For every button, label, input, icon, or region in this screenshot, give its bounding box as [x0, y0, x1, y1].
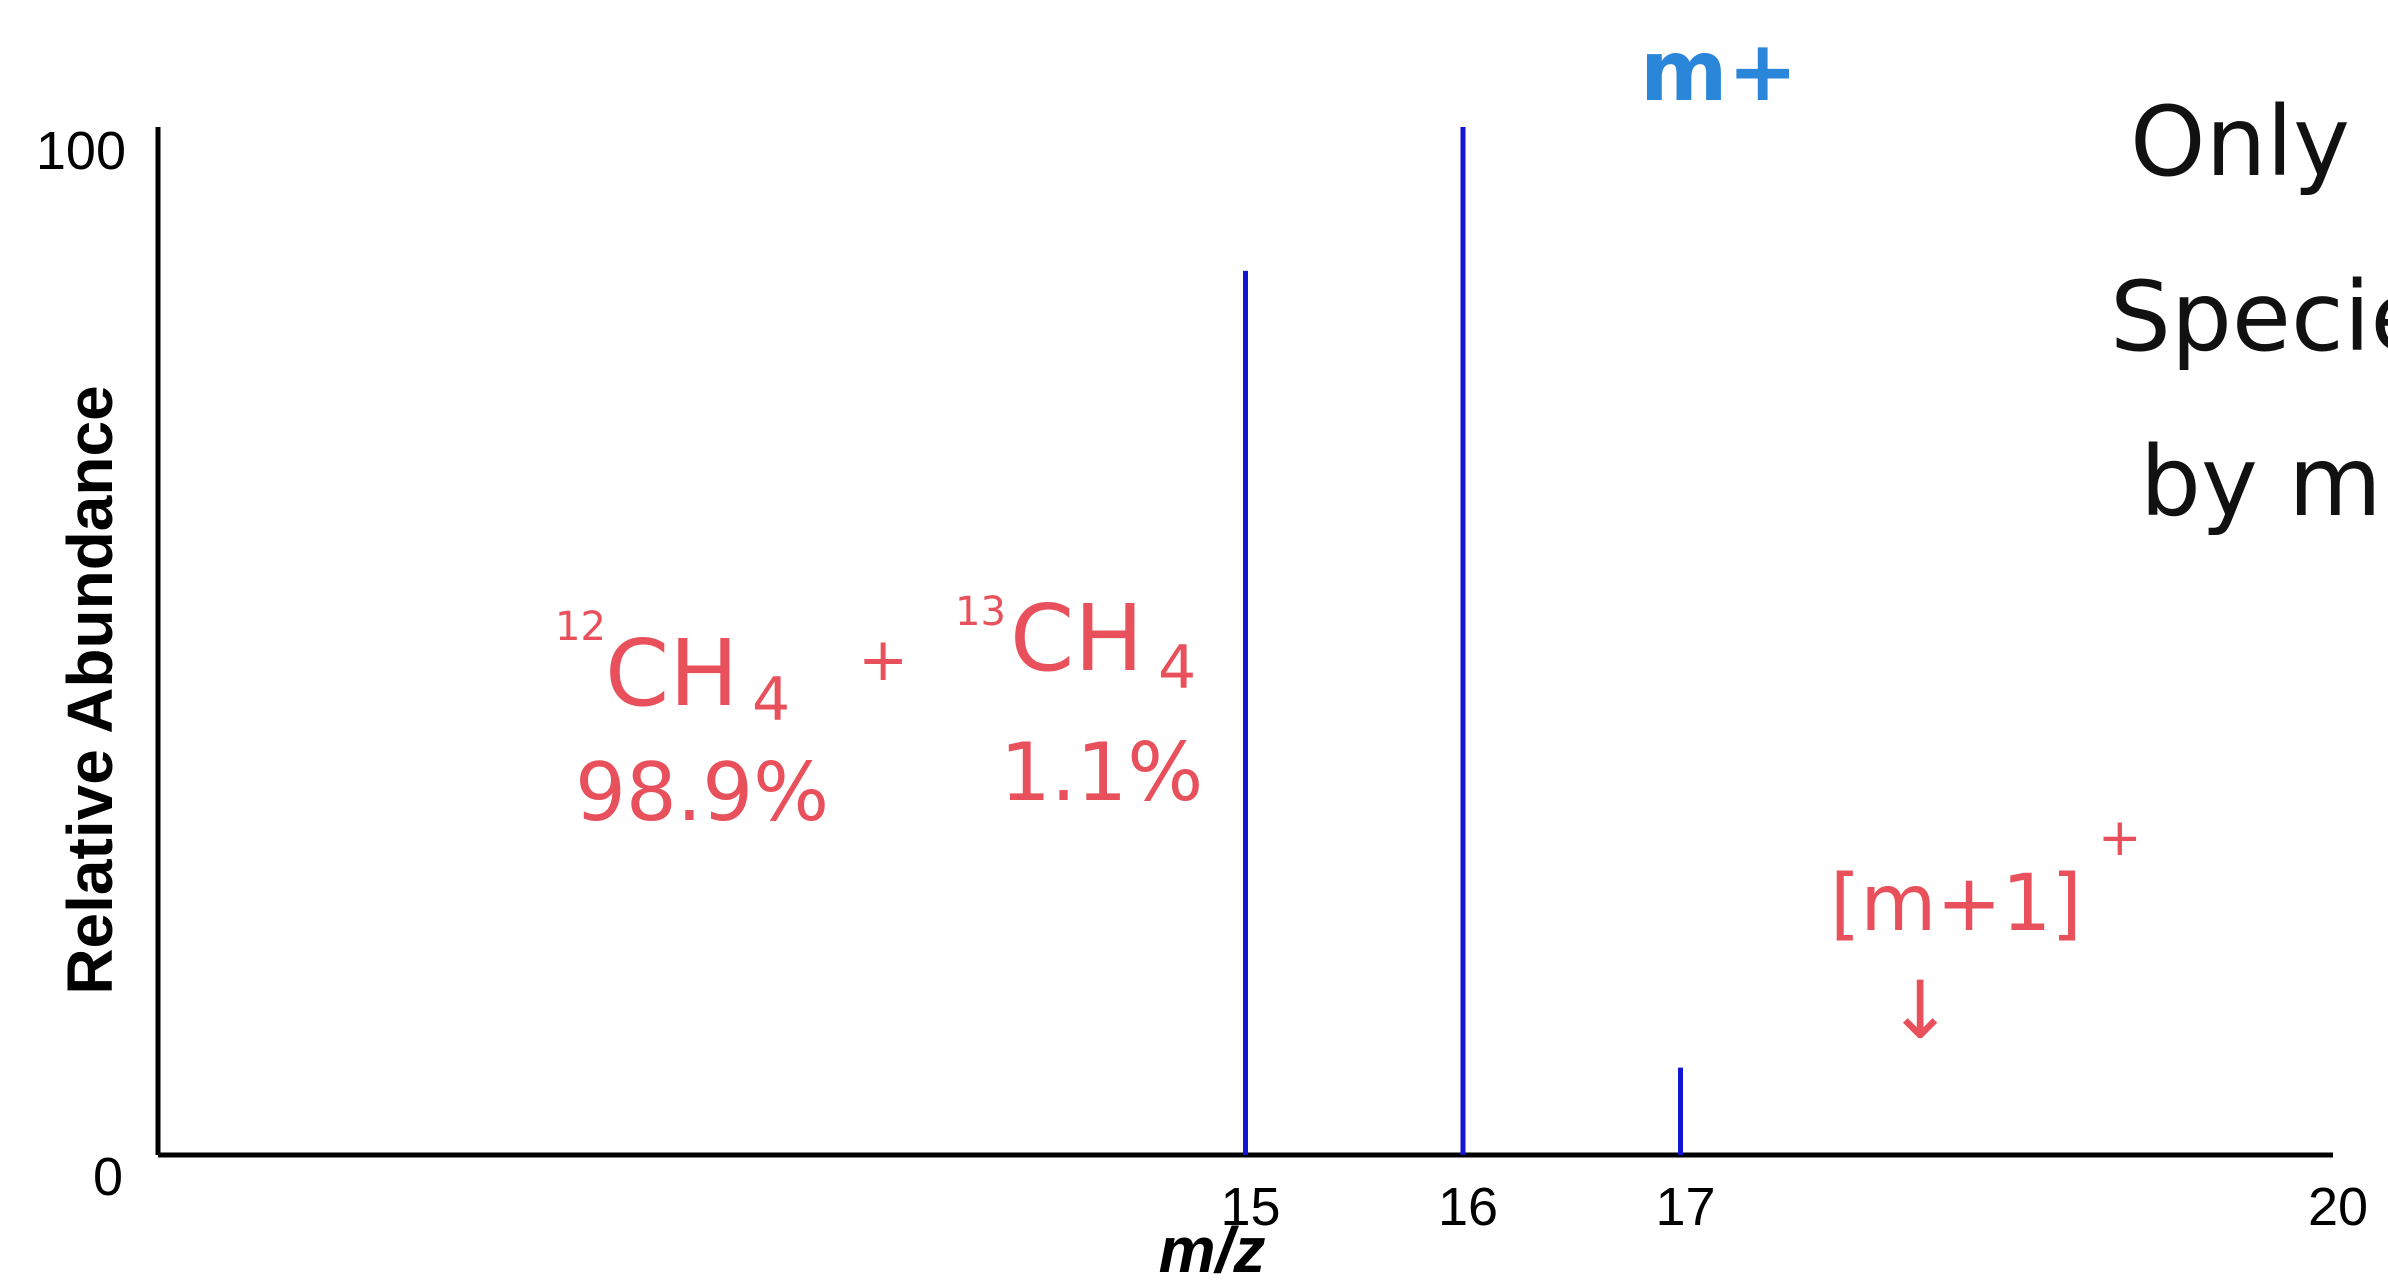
x-tick-label-17: 17	[1655, 1177, 1715, 1237]
x-tick-label-16: 16	[1438, 1177, 1498, 1237]
side-note: Only Specie by m	[2110, 86, 2388, 538]
species-12c-formula: CH	[605, 620, 738, 727]
y-tick-labels: 0 100	[36, 121, 126, 1207]
species-13c-formula: CH	[1010, 585, 1143, 692]
isotope-species-annotation: 12 CH 4 + 13 CH 4 98.9% 1.1%	[555, 585, 1203, 839]
species-plus-sign: +	[858, 625, 908, 695]
down-arrow-icon: ↓	[1886, 964, 1953, 1057]
y-tick-label-100: 100	[36, 121, 126, 181]
isotope-peak-label: [m+1]	[1830, 859, 2082, 949]
abundance-13c-label: 1.1%	[1000, 726, 1203, 819]
abundance-12c-label: 98.9%	[575, 746, 829, 839]
peaks	[1243, 127, 1683, 1155]
x-axis-title: m/z	[1159, 1214, 1266, 1284]
isotope-peak-superscript: +	[2098, 808, 2142, 868]
side-note-line-3: by m	[2140, 426, 2382, 538]
side-note-line-2: Specie	[2110, 261, 2388, 373]
molecular-ion-label: m+	[1640, 22, 1798, 120]
y-tick-label-0: 0	[93, 1147, 123, 1207]
species-13c-mass: 13	[955, 589, 1006, 635]
isotope-peak-annotation: [m+1] + ↓	[1830, 808, 2142, 1057]
side-note-line-1: Only	[2130, 86, 2350, 198]
y-axis-title: Relative Abundance	[54, 385, 126, 994]
x-tick-labels: 15 16 17 20	[1220, 1177, 2368, 1237]
species-12c-subscript: 4	[752, 665, 790, 735]
x-tick-label-20: 20	[2308, 1177, 2368, 1237]
x-tick-label-15: 15	[1220, 1177, 1280, 1237]
species-13c-subscript: 4	[1158, 633, 1196, 703]
species-12c-mass: 12	[555, 604, 606, 650]
